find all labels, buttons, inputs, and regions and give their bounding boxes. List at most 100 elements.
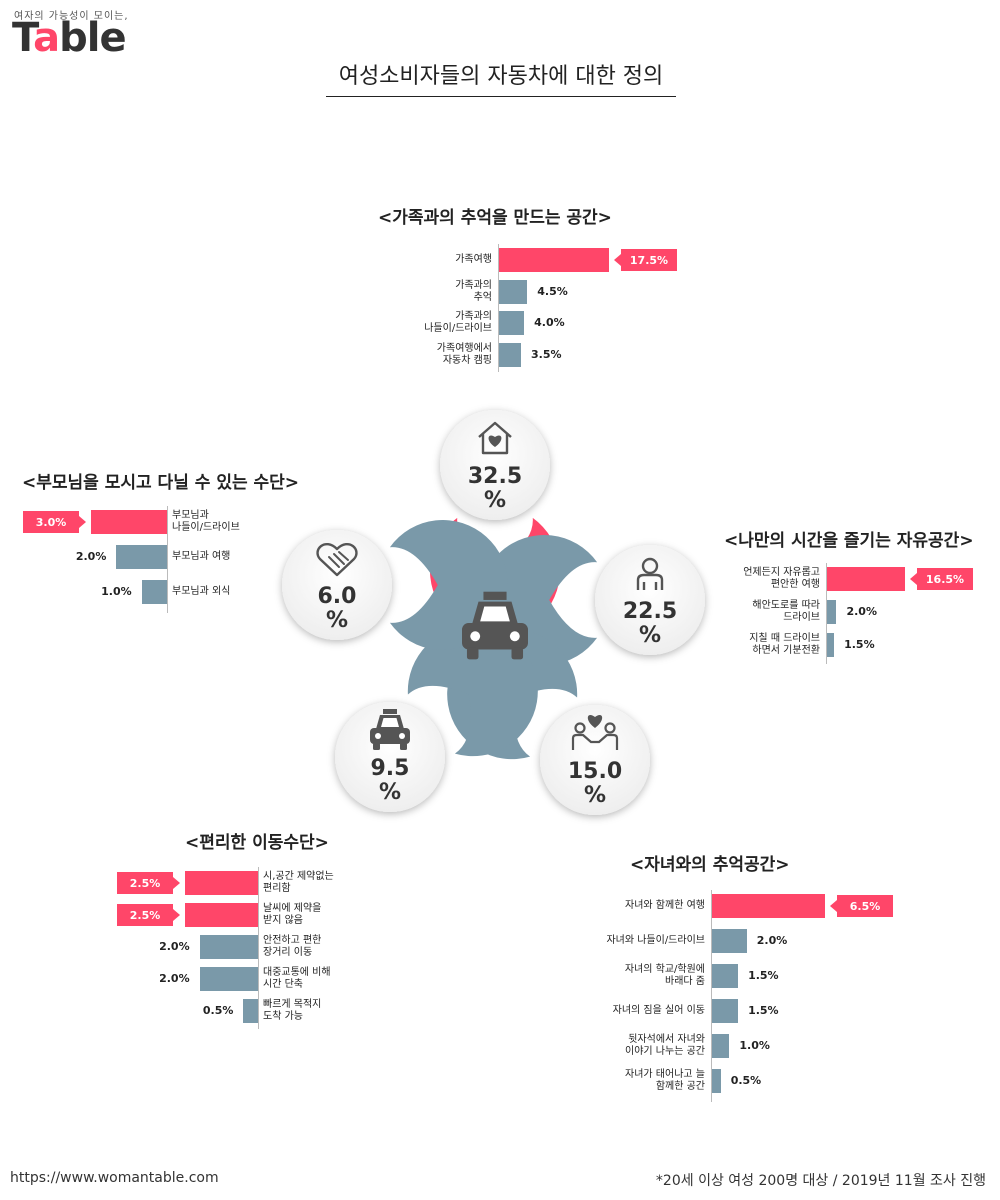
value-label-personal-1: 2.0% xyxy=(846,605,877,618)
bar-label-personal-2: 지칠 때 드라이브 하면서 기분전환 xyxy=(749,633,820,656)
axis-line-convenient xyxy=(258,867,259,1029)
value-label-parents-1: 2.0% xyxy=(75,550,107,563)
footer-note: *20세 이상 여성 200명 대상 / 2019년 11월 조사 진행 xyxy=(655,1173,986,1189)
bar-convenient-3 xyxy=(199,967,258,991)
axis-line-family xyxy=(498,244,499,372)
bar-label-personal-0: 언제든지 자유롭고 편안한 여행 xyxy=(743,567,820,590)
bar-personal-1 xyxy=(827,600,837,624)
brand-logo: Table xyxy=(12,15,127,61)
drop-inner-parents xyxy=(282,530,392,640)
value-label-family-1: 4.5% xyxy=(537,284,568,298)
bar-label-convenient-4: 빠르게 목적지 도착 가능 xyxy=(263,999,322,1022)
drop-inner-personal xyxy=(595,545,705,655)
center-car-icon xyxy=(462,591,528,660)
bar-parents-1 xyxy=(116,545,167,569)
bar-children-1 xyxy=(712,929,747,953)
handshake-heart-icon xyxy=(316,543,358,577)
value-label-family-3: 3.5% xyxy=(531,347,562,361)
value-tag-convenient-0: 2.5% xyxy=(117,872,180,894)
value-label-convenient-2: 2.0% xyxy=(159,940,190,953)
bar-label-parents-2: 부모님과 외식 xyxy=(172,586,231,597)
bar-label-family-3: 가족여행에서 자동차 캠핑 xyxy=(436,342,492,366)
drop-inner-convenient xyxy=(335,702,445,812)
bar-family-3 xyxy=(499,342,521,367)
section-title-children: <자녀와의 추억공간> xyxy=(630,855,790,875)
bar-personal-2 xyxy=(827,633,835,657)
bar-family-0 xyxy=(499,248,609,272)
person-icon xyxy=(636,557,664,590)
footer-url[interactable]: https://www.womantable.com xyxy=(10,1170,219,1186)
section-title-convenient: <편리한 이동수단> xyxy=(185,833,329,853)
bar-label-parents-1: 부모님과 여행 xyxy=(172,551,231,562)
value-label-children-4: 1.0% xyxy=(739,1039,770,1052)
bar-family-1 xyxy=(499,279,528,304)
family-heart-icon xyxy=(571,715,619,750)
value-tag-children-0: 6.5% xyxy=(830,895,893,917)
bar-label-family-1: 가족과의 추억 xyxy=(455,279,492,303)
total-unit-parents: % xyxy=(326,608,348,633)
section-title-personal: <나만의 시간을 즐기는 자유공간> xyxy=(724,531,974,551)
bar-label-children-5: 자녀가 태어나고 늘 함께한 공간 xyxy=(625,1069,705,1092)
bar-label-personal-1: 해안도로를 따라 드라이브 xyxy=(752,600,820,623)
section-title-parents: <부모님을 모시고 다닐 수 있는 수단> xyxy=(22,473,300,493)
bar-label-convenient-1: 날씨에 제약을 받지 않음 xyxy=(263,903,322,926)
drop-shape-convenient xyxy=(407,626,538,757)
bar-label-children-0: 자녀와 함께한 여행 xyxy=(625,900,705,911)
bar-children-3 xyxy=(712,999,739,1023)
value-label-personal-2: 1.5% xyxy=(844,638,875,651)
bar-label-family-2: 가족과의 나들이/드라이브 xyxy=(424,311,492,334)
bar-label-children-4: 뒷자석에서 자녀와 이야기 나누는 공간 xyxy=(625,1034,705,1057)
bar-personal-0 xyxy=(827,567,905,591)
drop-inner-children xyxy=(540,705,650,815)
value-tag-personal-0: 16.5% xyxy=(910,568,973,590)
bar-label-children-3: 자녀의 짐을 실어 이동 xyxy=(612,1005,705,1016)
drop-convenient: 9.5% xyxy=(335,626,538,812)
total-value-personal: 22.5 xyxy=(623,599,677,624)
bar-parents-0 xyxy=(91,510,167,534)
bar-label-family-0: 가족여행 xyxy=(455,254,492,265)
total-unit-children: % xyxy=(584,783,606,808)
logo-suffix: ble xyxy=(59,15,126,61)
house-heart-icon xyxy=(478,421,512,455)
value-label-children-1: 2.0% xyxy=(756,934,788,947)
value-label-parents-2: 1.0% xyxy=(101,585,132,598)
value-tag-convenient-1: 2.5% xyxy=(117,904,180,926)
value-label-children-3: 1.5% xyxy=(748,1004,779,1017)
value-tag-parents-0: 3.0% xyxy=(23,511,86,533)
bar-label-children-1: 자녀와 나들이/드라이브 xyxy=(606,935,705,946)
bar-label-convenient-0: 시,공간 제약없는 편리함 xyxy=(263,871,334,894)
total-unit-convenient: % xyxy=(379,780,401,805)
bar-label-children-2: 자녀의 학교/학원에 바래다 줌 xyxy=(624,964,705,987)
value-label-children-2: 1.5% xyxy=(748,969,779,982)
bar-label-convenient-2: 안전하고 편한 장거리 이동 xyxy=(263,935,322,958)
logo-prefix: T xyxy=(12,15,34,61)
section-title-family: <가족과의 추억을 만드는 공간> xyxy=(378,208,612,228)
value-label-family-2: 4.0% xyxy=(534,316,565,329)
bar-label-convenient-3: 대중교통에 비해 시간 단축 xyxy=(263,967,331,990)
value-label-convenient-4: 0.5% xyxy=(202,1004,234,1017)
axis-line-parents xyxy=(167,506,168,613)
bar-convenient-2 xyxy=(199,935,258,959)
bar-convenient-4 xyxy=(243,999,258,1023)
bar-label-parents-0: 부모님과 나들이/드라이브 xyxy=(172,510,240,533)
bar-family-2 xyxy=(499,311,525,335)
total-unit-personal: % xyxy=(639,623,661,648)
axis-line-children xyxy=(711,890,712,1102)
total-value-children: 15.0 xyxy=(568,759,622,784)
page-title: 여성소비자들의 자동차에 대한 정의 xyxy=(326,58,676,97)
total-value-family: 32.5 xyxy=(468,464,522,489)
bar-parents-2 xyxy=(141,580,167,604)
value-label-children-5: 0.5% xyxy=(730,1074,762,1087)
bar-children-4 xyxy=(712,1034,730,1058)
axis-line-personal xyxy=(826,563,827,664)
total-value-convenient: 9.5 xyxy=(371,756,410,781)
logo-tagline: 여자의 가능성이 모이는, xyxy=(14,11,129,22)
total-value-parents: 6.0 xyxy=(318,584,357,609)
bar-children-2 xyxy=(712,964,739,988)
total-unit-family: % xyxy=(484,488,506,513)
car-icon xyxy=(370,709,410,750)
bar-children-0 xyxy=(712,894,825,918)
value-tag-family-0: 17.5% xyxy=(614,249,677,271)
bar-children-5 xyxy=(712,1069,721,1093)
